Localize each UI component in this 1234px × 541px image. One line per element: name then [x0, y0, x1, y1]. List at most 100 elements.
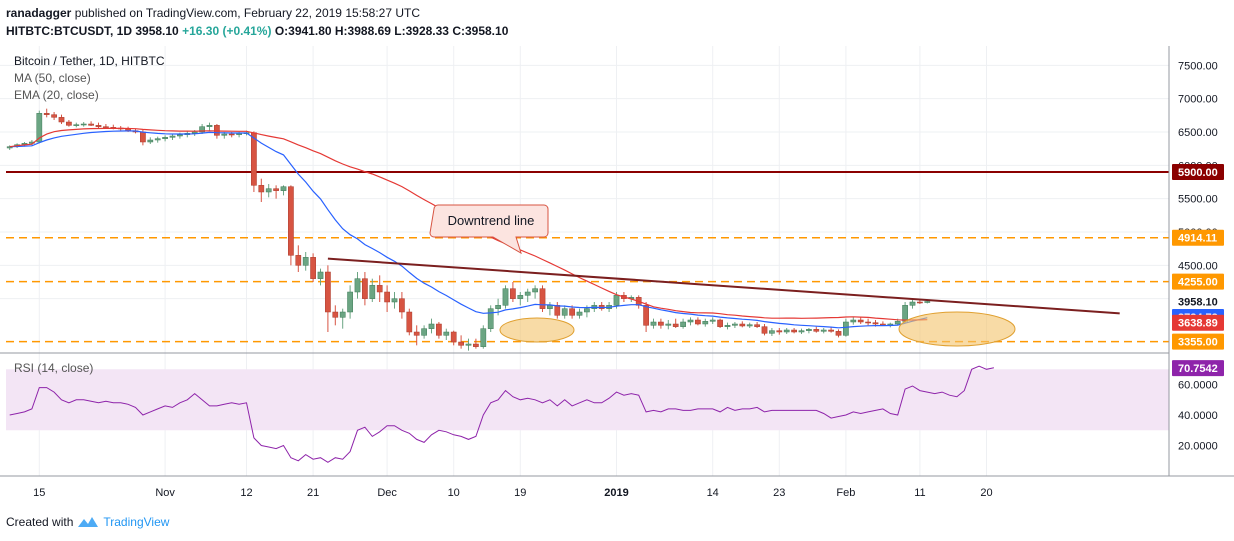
candle [850, 317, 857, 325]
candle [598, 302, 605, 311]
candle-body [806, 329, 812, 331]
candle [88, 121, 94, 126]
candle-body [828, 329, 834, 332]
candle [702, 318, 709, 327]
candle [487, 305, 494, 332]
price-tag-label: 4255.00 [1178, 277, 1218, 289]
open-value: O:3941.80 [274, 24, 332, 38]
candle-body [95, 125, 102, 127]
candle [517, 292, 524, 306]
candle-body [391, 298, 398, 303]
candle-body [650, 321, 657, 326]
price-tag-bg [1172, 229, 1224, 246]
price-axis: 4000.004500.005000.005500.006000.006500.… [1178, 60, 1218, 305]
candle-body [339, 311, 346, 318]
candle [428, 318, 435, 334]
candle-body [251, 132, 257, 186]
candle [413, 325, 420, 346]
candle-body [465, 343, 472, 346]
candle [510, 282, 516, 302]
tradingview-logo-icon [78, 517, 99, 527]
candle [251, 131, 257, 192]
support-ellipse-feb [898, 311, 1016, 347]
candle-body [872, 322, 879, 325]
candle-body [421, 328, 427, 336]
candle-body [221, 133, 228, 136]
candle-body [332, 311, 339, 318]
candle [258, 178, 265, 202]
candle [687, 317, 694, 326]
candle-body [295, 255, 302, 266]
low-value: L:3928.33 [394, 24, 449, 38]
candle-body [43, 113, 50, 115]
candle-body [672, 323, 679, 327]
candle [399, 292, 405, 319]
candle-body [576, 311, 583, 316]
candle-body [702, 321, 709, 325]
candle-body [487, 308, 494, 329]
price-tag-bg [1172, 314, 1224, 331]
candle [835, 329, 842, 338]
candle [709, 317, 716, 324]
candle-body [739, 323, 746, 327]
candle-body [695, 319, 701, 325]
price-tag-bg [1172, 164, 1224, 180]
candle-body [73, 124, 80, 126]
price-tick-label: 4500.00 [1178, 260, 1218, 272]
candle [473, 338, 479, 349]
time-tick-label: 21 [307, 487, 319, 499]
candle-body [369, 285, 376, 299]
candle [539, 285, 546, 312]
candle-body [717, 319, 723, 327]
candle-body [835, 331, 842, 336]
candle [199, 124, 205, 134]
candle [458, 335, 464, 349]
candle [769, 328, 775, 336]
author-name[interactable]: ranadagger [6, 6, 72, 20]
footer: Created with TradingView [6, 515, 169, 529]
candle [791, 328, 797, 334]
time-tick-label: 23 [773, 487, 785, 499]
candle-body [658, 321, 664, 326]
candle-body [769, 330, 775, 334]
candle-body [51, 114, 57, 118]
price-chart[interactable]: Downtrend line 4000.004500.005000.005500… [0, 46, 1234, 510]
candle [43, 108, 50, 118]
candle-body [413, 331, 420, 336]
candle [310, 253, 316, 282]
time-tick-label: 12 [240, 487, 252, 499]
candle-body [399, 298, 405, 313]
quote-line: HITBTC:BTCUSDT, 1D 3958.10 +16.30 (+0.41… [6, 22, 508, 40]
price-tags: 5900.004914.114255.003355.003958.103724.… [1172, 164, 1224, 377]
candle-body [58, 117, 65, 123]
candle-body [443, 331, 450, 336]
candle-body [813, 329, 820, 332]
price-tag: 3638.89 [1172, 314, 1224, 331]
price-tag: 4255.00 [1172, 273, 1224, 290]
candle [66, 120, 72, 127]
rsi-tick-label: 60.0000 [1178, 380, 1218, 392]
candle-body [450, 331, 457, 343]
candle-body [406, 311, 413, 333]
candle-body [680, 321, 686, 327]
candle [650, 318, 657, 329]
candle-body [517, 295, 524, 299]
candle-body [66, 121, 72, 126]
candle [857, 317, 864, 324]
price-tag-label: 70.7542 [1178, 363, 1218, 375]
candle-body [820, 329, 827, 332]
legend-ema: EMA (20, close) [14, 88, 99, 102]
candle [554, 302, 561, 319]
candle [154, 136, 161, 143]
price-tag-label: 3638.89 [1178, 318, 1218, 330]
candle [450, 330, 457, 346]
candle-body [850, 319, 857, 323]
candle-body [924, 301, 931, 303]
candle-body [162, 137, 168, 139]
candle-body [857, 319, 864, 323]
candle [865, 318, 871, 326]
candle [909, 298, 916, 309]
candle-body [147, 139, 154, 143]
tradingview-brand[interactable]: TradingView [103, 515, 170, 529]
candle-body [495, 305, 501, 309]
